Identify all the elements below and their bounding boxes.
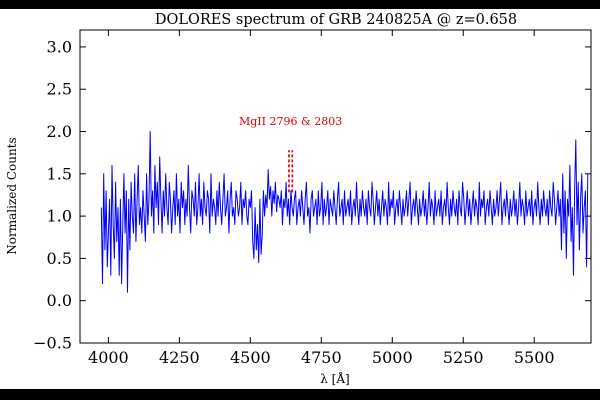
x-tick-label: 5000: [372, 348, 413, 367]
y-tick-label: 2.0: [47, 122, 72, 141]
mgii-annotation-label: MgII 2796 & 2803: [239, 115, 342, 128]
x-tick-label: 5250: [443, 348, 484, 367]
x-tick-label: 4000: [88, 348, 129, 367]
y-tick-label: 2.5: [47, 80, 72, 99]
x-tick-label: 4500: [230, 348, 271, 367]
plot-frame: [79, 29, 592, 344]
spectrum-series: [100, 131, 589, 293]
y-axis-label: Normalized Counts: [5, 137, 19, 254]
y-tick-label: 3.0: [47, 37, 72, 56]
axes-ticks: 4000 4250 4500 4750 5000 5250 5500 −0.5 0.0 0.5 1.…: [33, 30, 591, 367]
x-tick-label: 4750: [301, 348, 342, 367]
spectrum-line: [100, 131, 589, 293]
x-tick-label: 4250: [159, 348, 200, 367]
y-tick-label: 1.0: [47, 207, 72, 226]
y-tick-label: −0.5: [33, 334, 72, 353]
chart-title: DOLORES spectrum of GRB 240825A @ z=0.65…: [155, 12, 517, 28]
figure-panel: DOLORES spectrum of GRB 240825A @ z=0.65…: [0, 9, 600, 389]
annotation-group: MgII 2796 & 2803: [239, 115, 342, 193]
x-tick-label: 5500: [514, 348, 555, 367]
y-tick-label: 0.0: [47, 291, 72, 310]
y-tick-label: 0.5: [47, 249, 72, 268]
spectrum-chart: DOLORES spectrum of GRB 240825A @ z=0.65…: [5, 12, 592, 386]
x-axis-label: λ [Å]: [320, 371, 349, 386]
y-tick-label: 1.5: [47, 164, 72, 183]
